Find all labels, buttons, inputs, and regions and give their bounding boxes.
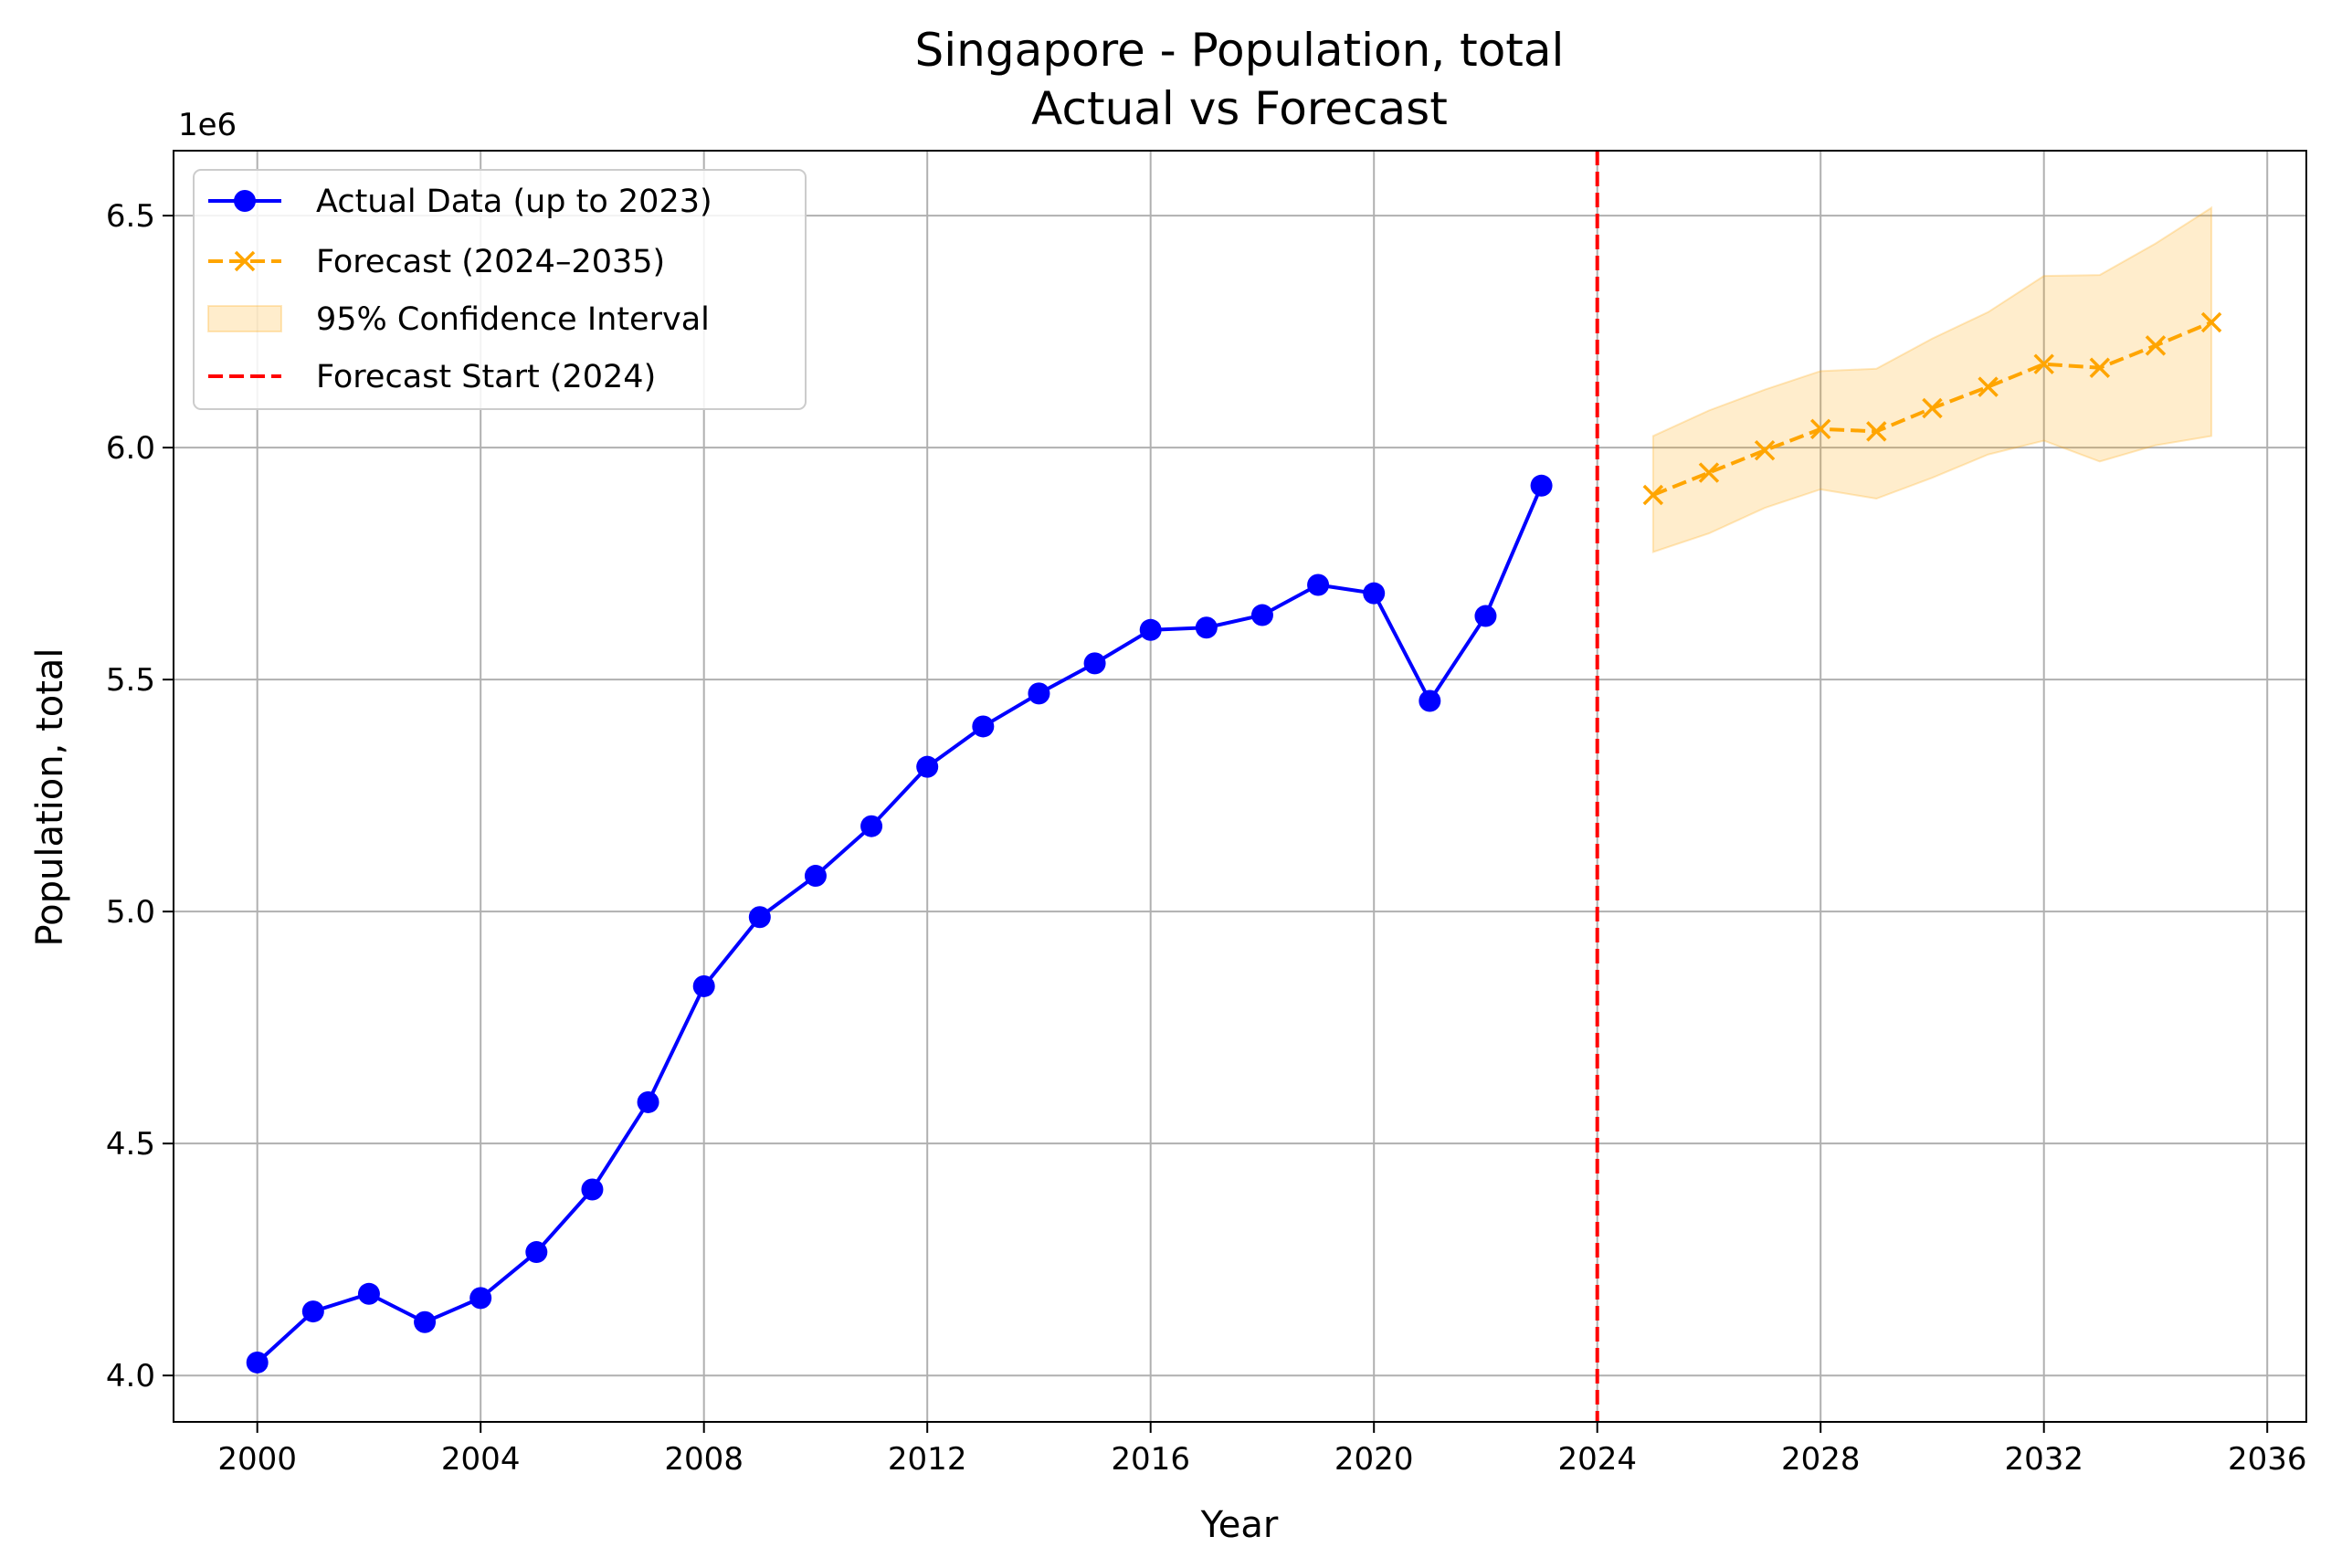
x-tick-label: 2020 (1334, 1441, 1414, 1478)
forecast-point (1642, 484, 1664, 506)
y-tick-label: 6.0 (106, 430, 155, 467)
x-tick-label: 2008 (664, 1441, 744, 1478)
y-offset-label: 1e6 (178, 107, 237, 143)
actual-point (1307, 574, 1330, 596)
y-tick-label: 5.0 (106, 894, 155, 931)
series-forecast (1642, 311, 2222, 506)
chart-subtitle: Actual vs Forecast (1031, 82, 1448, 135)
x-tick-label: 2024 (1557, 1441, 1637, 1478)
actual-point (525, 1241, 548, 1264)
forecast-point (1754, 439, 1776, 461)
x-tick-label: 2004 (441, 1441, 521, 1478)
y-tick-label: 4.0 (106, 1358, 155, 1394)
forecast-point (2200, 311, 2222, 333)
actual-point (1363, 582, 1386, 605)
x-axis-label: Year (1200, 1504, 1279, 1546)
actual-point (1474, 605, 1497, 627)
forecast-point (1809, 418, 1831, 440)
legend-forecast-start-label: Forecast Start (2024) (316, 359, 656, 395)
actual-point (692, 974, 715, 997)
actual-point (1139, 618, 1162, 641)
chart-title: Singapore - Population, total (915, 24, 1565, 77)
legend-actual-marker (234, 190, 256, 212)
legend: Actual Data (up to 2023) Forecast (2024–… (193, 169, 807, 410)
y-tick-label: 5.5 (106, 662, 155, 699)
legend-forecast-label: Forecast (2024–2035) (316, 244, 665, 280)
legend-ci-label: 95% Confidence Interval (316, 301, 710, 338)
actual-point (1083, 652, 1106, 675)
forecast-point (2033, 353, 2054, 374)
x-tick-label: 2016 (1111, 1441, 1190, 1478)
actual-point (1530, 474, 1553, 497)
legend-ci-swatch (207, 305, 282, 332)
actual-point (469, 1287, 492, 1310)
actual-point (1250, 604, 1273, 626)
actual-point (246, 1351, 269, 1373)
x-tick-label: 2036 (2228, 1441, 2307, 1478)
confidence-band (1651, 205, 2213, 553)
plot-frame (173, 150, 2307, 1423)
x-axis: 2000 2004 2008 2012 2016 2020 2024 2028 2032 2036 (217, 1422, 2306, 1478)
x-tick-label: 2028 (1781, 1441, 1861, 1478)
actual-point (1419, 689, 1441, 712)
forecast-point (2089, 357, 2111, 378)
actual-point (581, 1178, 604, 1201)
x-tick-label: 2032 (2004, 1441, 2083, 1478)
y-axis-label: Population, total (29, 647, 71, 946)
actual-point (860, 815, 883, 837)
actual-point (301, 1300, 324, 1323)
actual-point (637, 1090, 659, 1113)
y-axis: 4.0 4.5 5.0 5.5 6.0 6.5 (106, 198, 174, 1394)
forecast-point (1922, 397, 1943, 419)
actual-point (916, 755, 939, 778)
forecast-point (1698, 462, 1720, 483)
forecast-point (1866, 421, 1887, 442)
legend-forecast-marker (234, 250, 256, 272)
forecast-point (1978, 376, 1999, 397)
actual-point (414, 1310, 437, 1333)
actual-point (748, 906, 771, 929)
y-tick-label: 6.5 (106, 198, 155, 235)
actual-point (1028, 682, 1050, 705)
series-actual (246, 474, 1553, 1373)
forecast-point (2145, 335, 2167, 356)
actual-point (357, 1282, 380, 1305)
confidence-interval-area (1651, 205, 2213, 553)
actual-point (972, 715, 995, 738)
actual-point (1195, 616, 1218, 639)
legend-box (193, 169, 807, 410)
y-tick-label: 4.5 (106, 1126, 155, 1163)
x-tick-label: 2000 (217, 1441, 297, 1478)
actual-point (804, 865, 827, 888)
x-tick-label: 2012 (888, 1441, 967, 1478)
legend-actual-label: Actual Data (up to 2023) (316, 184, 712, 220)
